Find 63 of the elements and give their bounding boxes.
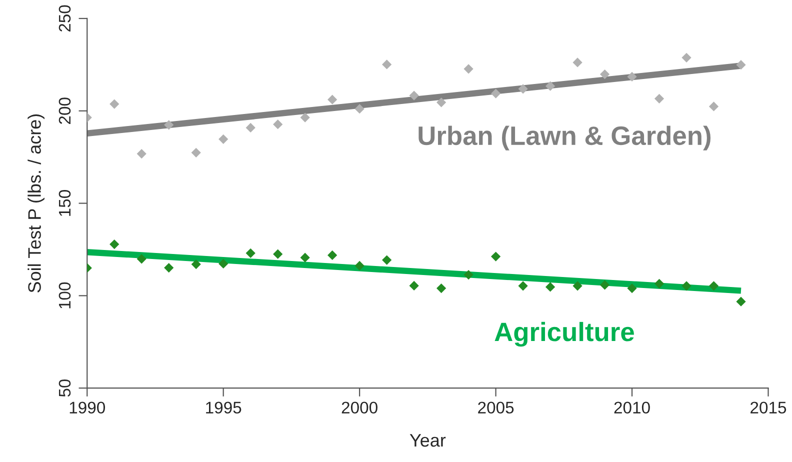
point [464, 270, 474, 280]
point [409, 90, 419, 100]
point [354, 260, 364, 271]
point [545, 81, 556, 91]
y-tick-label: 250 [58, 5, 71, 32]
point [382, 60, 392, 70]
point [164, 262, 174, 273]
y-tick-label: 150 [58, 190, 71, 216]
point [191, 148, 201, 158]
point [382, 255, 392, 265]
point [600, 69, 610, 80]
point [654, 278, 664, 288]
x-tick-label: 1995 [206, 402, 242, 414]
x-tick-label: 1990 [70, 402, 106, 414]
point [110, 99, 120, 109]
series-label: Urban (Lawn & Garden) [418, 126, 710, 150]
point [328, 250, 338, 260]
point [464, 64, 474, 74]
y-tick-label: 100 [58, 282, 71, 308]
point [490, 88, 501, 98]
y-tick-label: 50 [58, 379, 71, 397]
x-tick-label: 2010 [614, 402, 650, 414]
point [490, 252, 501, 262]
point [191, 259, 201, 270]
x-tick-label: 2015 [750, 402, 786, 414]
point [354, 104, 364, 114]
point [436, 283, 446, 294]
point [682, 52, 692, 62]
point [708, 102, 719, 112]
point [600, 280, 610, 290]
point [328, 94, 338, 104]
point [518, 281, 528, 291]
point [736, 60, 746, 70]
point [654, 94, 664, 104]
point [110, 239, 120, 250]
point [627, 72, 637, 82]
point [273, 249, 283, 259]
series-label: Agriculture [494, 322, 634, 347]
point [164, 120, 174, 130]
point [682, 281, 692, 291]
point [545, 282, 556, 292]
y-tick-label: 200 [58, 98, 71, 124]
point [246, 122, 256, 133]
point [273, 120, 283, 130]
point [136, 254, 146, 264]
point [300, 112, 310, 122]
point [736, 296, 746, 306]
x-tick-label: 2000 [342, 402, 378, 414]
x-tick-label: 2005 [478, 402, 514, 414]
point [218, 258, 228, 269]
point [246, 248, 256, 258]
point [409, 280, 419, 291]
point [572, 58, 582, 68]
point [572, 281, 582, 291]
point [708, 281, 719, 291]
point [136, 148, 146, 159]
point [627, 283, 637, 294]
x-axis-title: Year [410, 434, 446, 447]
point [436, 98, 446, 108]
point [218, 134, 228, 144]
point [300, 252, 310, 262]
y-axis-title: Soil Test P (lbs. / acre) [28, 114, 44, 292]
point [518, 84, 528, 94]
